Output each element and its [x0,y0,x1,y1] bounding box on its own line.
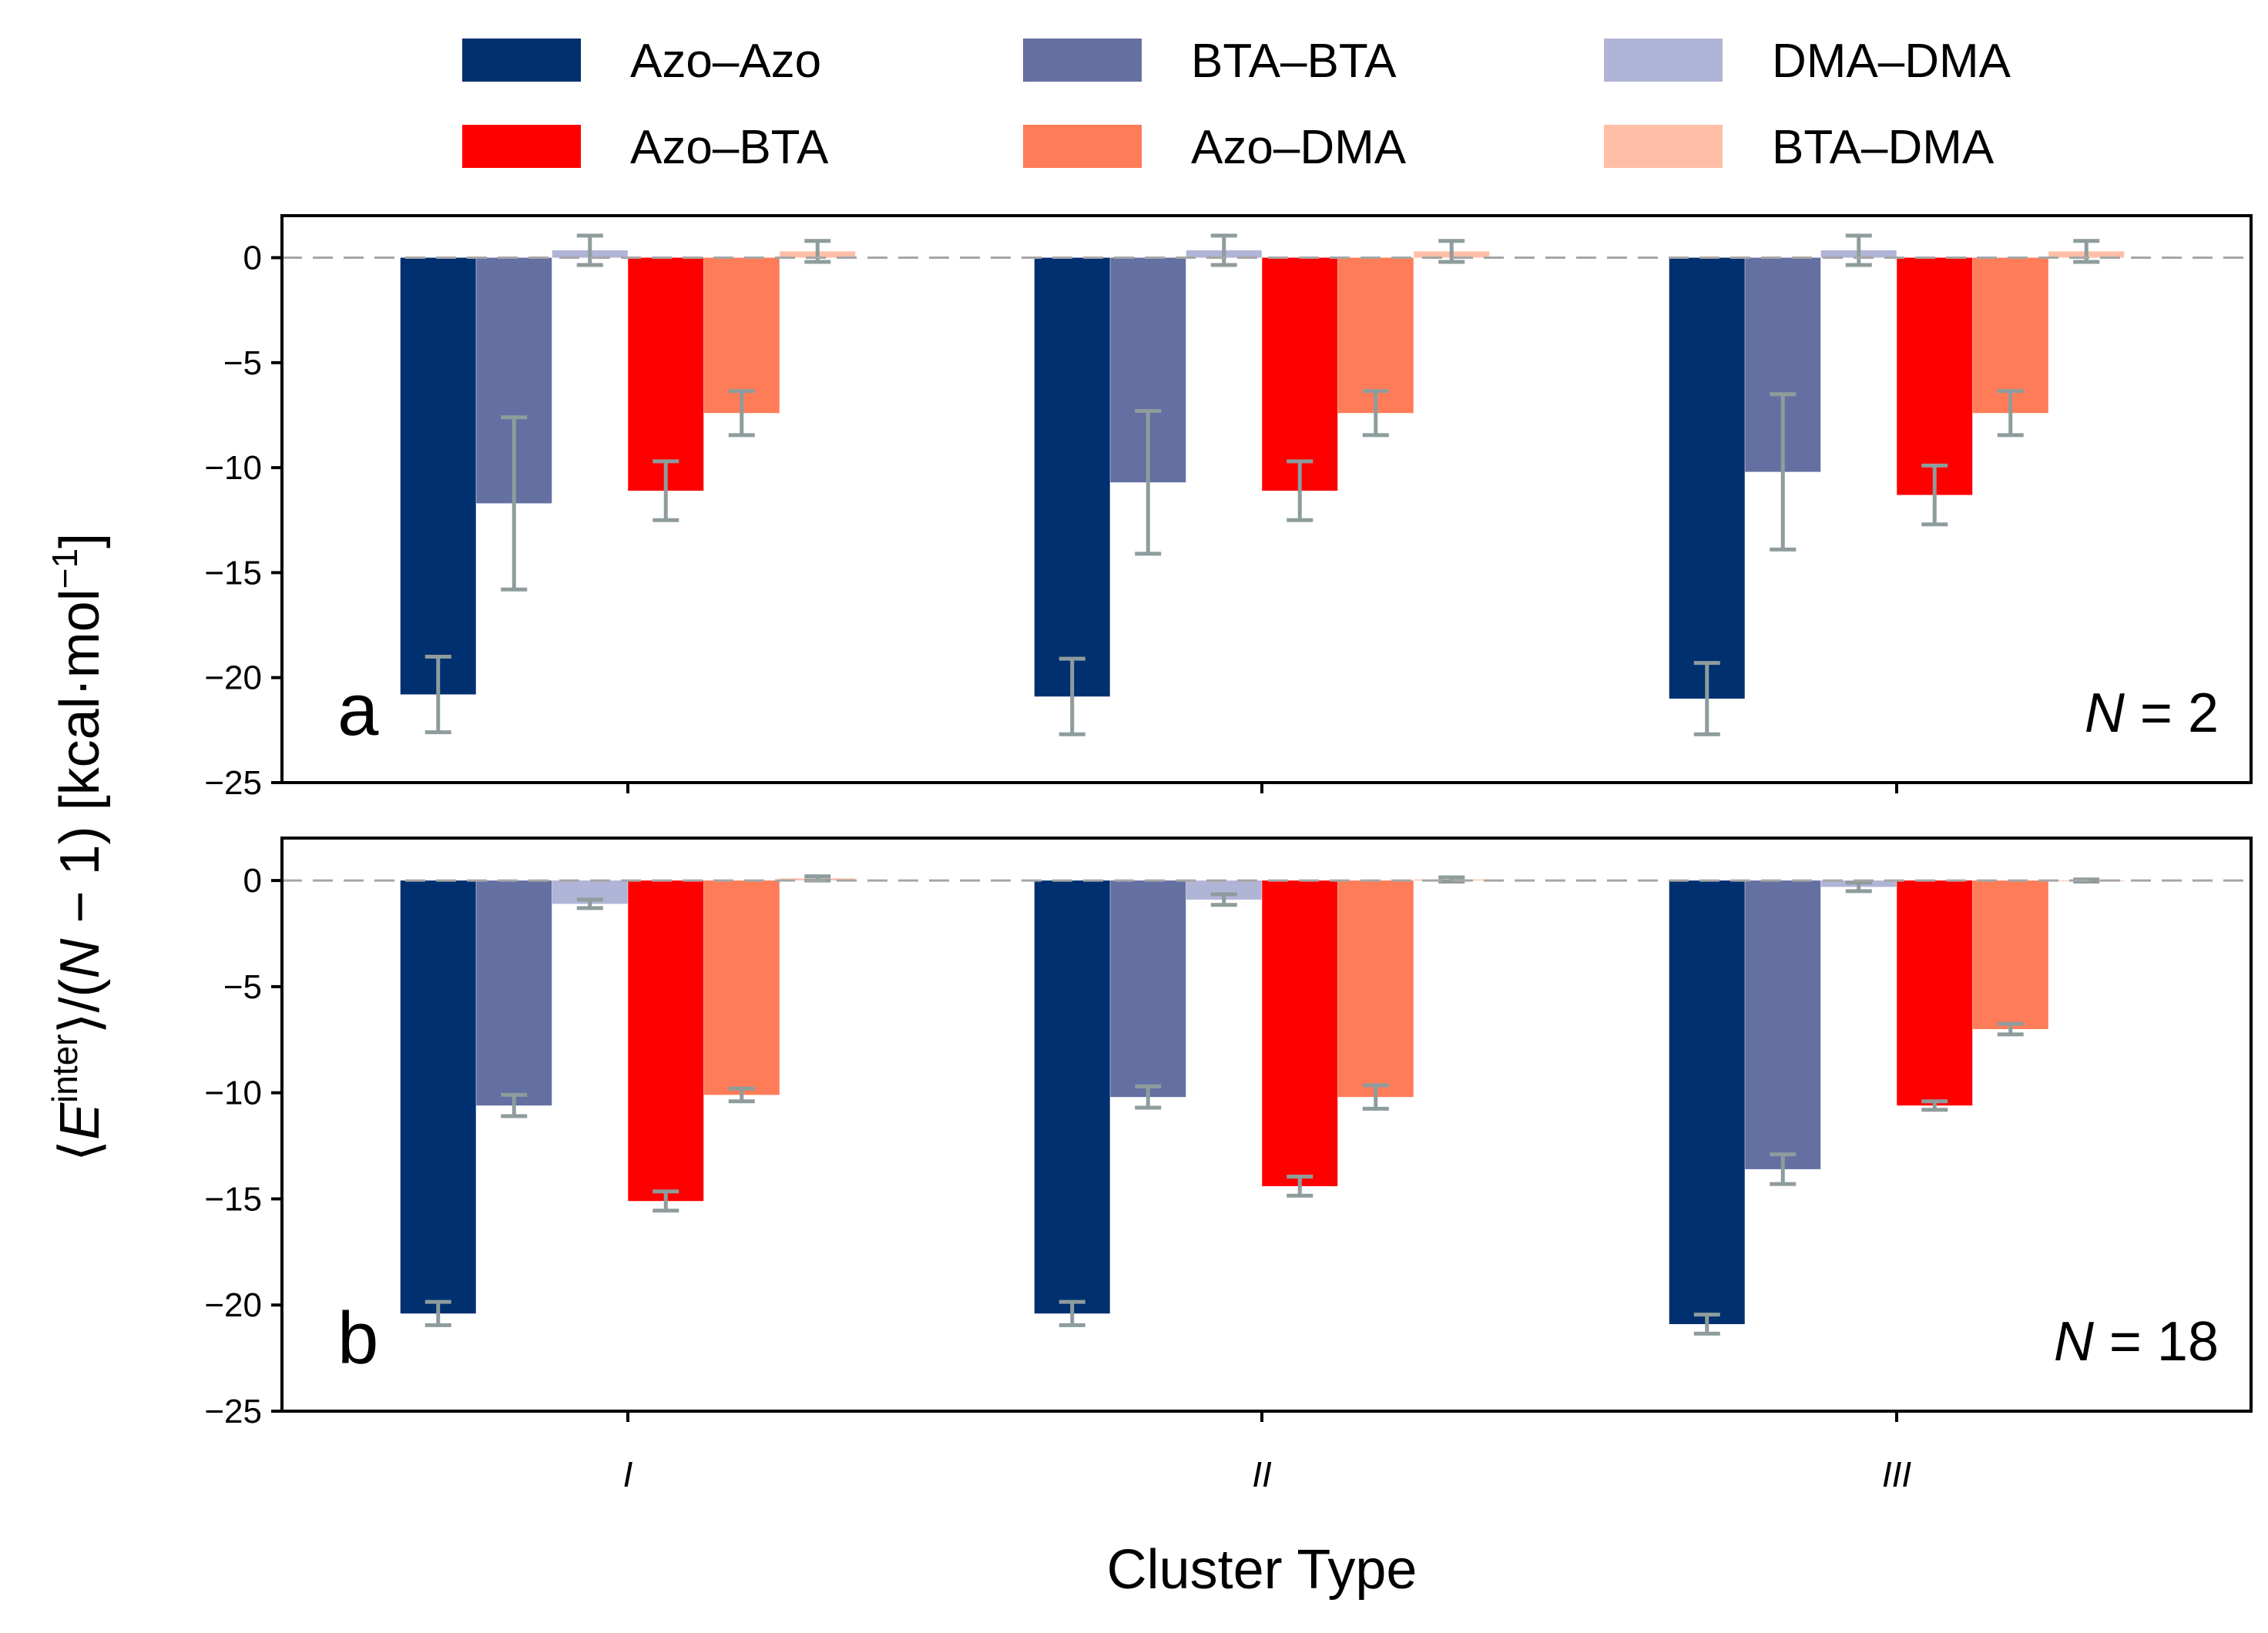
y-tick-label: −5 [223,344,262,382]
error-bar-bta-bta-iii [1770,392,1797,552]
legend-swatch-azo-azo [462,39,581,82]
error-bar-dma-dma-iii [1845,880,1872,894]
error-bar-bta-dma-ii [1438,239,1465,264]
legend-swatch-bta-dma [1604,125,1723,168]
error-bar-bta-bta-iii [1770,1152,1797,1186]
error-bar-azo-dma-i [728,1086,755,1104]
legend-swatch-bta-bta [1023,39,1142,82]
bar-azo-bta-i [628,257,704,491]
error-bar-azo-azo-i [424,1299,451,1327]
error-bar-azo-azo-iii [1693,661,1720,736]
error-bar-azo-dma-i [728,389,755,438]
y-tick-label: 0 [243,240,262,277]
legend-swatch-azo-bta [462,125,581,168]
y-axis-title: ⟨Einter⟩/(N − 1) [kcal·mol−1] [45,533,111,1162]
legend-label-bta-dma: BTA–DMA [1772,121,1995,174]
panel-a: 0 −5 −10 −15 −20 −25 a N = 2 [204,214,2253,802]
bar-bta-bta-ii [1110,880,1186,1098]
bar-azo-bta-i [628,880,704,1202]
error-bar-dma-dma-i [576,233,603,267]
error-bar-dma-dma-i [576,897,603,910]
error-bar-azo-dma-ii [1362,1083,1389,1111]
error-bar-azo-bta-iii [1921,463,1948,527]
bar-azo-dma-i [703,257,780,414]
error-bar-azo-dma-ii [1362,389,1389,438]
legend-swatch-azo-dma [1023,125,1142,168]
x-tick-label-i: I [623,1454,633,1494]
y-tick-label: −20 [204,659,262,697]
legend-label-azo-azo: Azo–Azo [630,35,821,88]
y-tick-label: −15 [204,1180,262,1218]
error-bar-azo-bta-iii [1921,1099,1948,1112]
bar-azo-bta-iii [1897,880,1973,1106]
y-tick-label: −15 [204,554,262,592]
panel-letter: a [337,669,379,751]
legend-label-bta-bta: BTA–BTA [1191,35,1397,88]
error-bar-dma-dma-iii [1845,233,1872,267]
error-bar-azo-dma-iii [1997,389,2024,438]
legend: Azo–Azo BTA–BTA DMA–DMA Azo–BTA Azo–DMA BTA–D… [462,35,2011,174]
x-tick-label-ii: II [1252,1454,1272,1494]
error-bar-dma-dma-ii [1210,233,1237,267]
y-tick-label: 0 [243,862,262,900]
error-bar-bta-bta-ii [1135,409,1162,556]
legend-label-dma-dma: DMA–DMA [1772,35,2011,88]
y-tick-label: −25 [204,764,262,802]
error-bar-azo-azo-i [424,654,451,735]
bar-azo-azo-iii [1669,880,1745,1325]
bar-azo-azo-iii [1669,257,1745,699]
error-bar-azo-dma-iii [1997,1021,2024,1037]
legend-swatch-dma-dma [1604,39,1723,82]
error-bar-bta-bta-i [501,415,528,592]
bar-azo-dma-iii [1972,880,2048,1029]
legend-label-azo-bta: Azo–BTA [630,121,829,174]
error-bar-bta-bta-ii [1135,1084,1162,1110]
bar-bta-bta-i [476,880,552,1106]
error-bar-azo-bta-i [653,459,679,522]
n-label: N = 2 [2085,682,2219,744]
x-tick-label-iii: III [1882,1454,1912,1494]
axes-frame [280,837,2253,1413]
bar-azo-azo-ii [1034,880,1110,1314]
error-bar-azo-bta-ii [1287,1175,1313,1198]
bar-bta-bta-iii [1745,880,1821,1169]
bar-azo-bta-ii [1262,257,1338,491]
error-bar-azo-bta-i [653,1189,679,1213]
error-bar-azo-azo-ii [1059,1299,1085,1327]
error-bar-azo-azo-iii [1693,1313,1720,1336]
bar-azo-azo-i [400,880,476,1314]
bar-azo-dma-iii [1972,257,2048,414]
x-axis-title: Cluster Type [1107,1539,1418,1601]
y-tick-label: −20 [204,1286,262,1324]
axes-frame [280,214,2253,784]
y-tick-label: −25 [204,1393,262,1430]
panel-letter: b [337,1297,378,1380]
error-bar-azo-azo-ii [1059,656,1085,736]
bar-azo-azo-i [400,257,476,695]
y-tick-label: −5 [223,968,262,1006]
error-bar-dma-dma-ii [1210,892,1237,907]
y-tick-label: −10 [204,1075,262,1112]
bar-azo-bta-iii [1897,257,1973,495]
n-label: N = 18 [2054,1311,2219,1373]
bar-azo-dma-ii [1337,257,1414,414]
error-bar-azo-bta-ii [1287,459,1313,522]
error-bar-bta-bta-i [501,1092,528,1118]
bar-azo-azo-ii [1034,257,1110,697]
bar-azo-dma-i [703,880,780,1095]
bar-azo-bta-ii [1262,880,1338,1186]
bar-azo-dma-ii [1337,880,1414,1098]
y-tick-label: −10 [204,449,262,487]
legend-label-azo-dma: Azo–DMA [1191,121,1407,174]
